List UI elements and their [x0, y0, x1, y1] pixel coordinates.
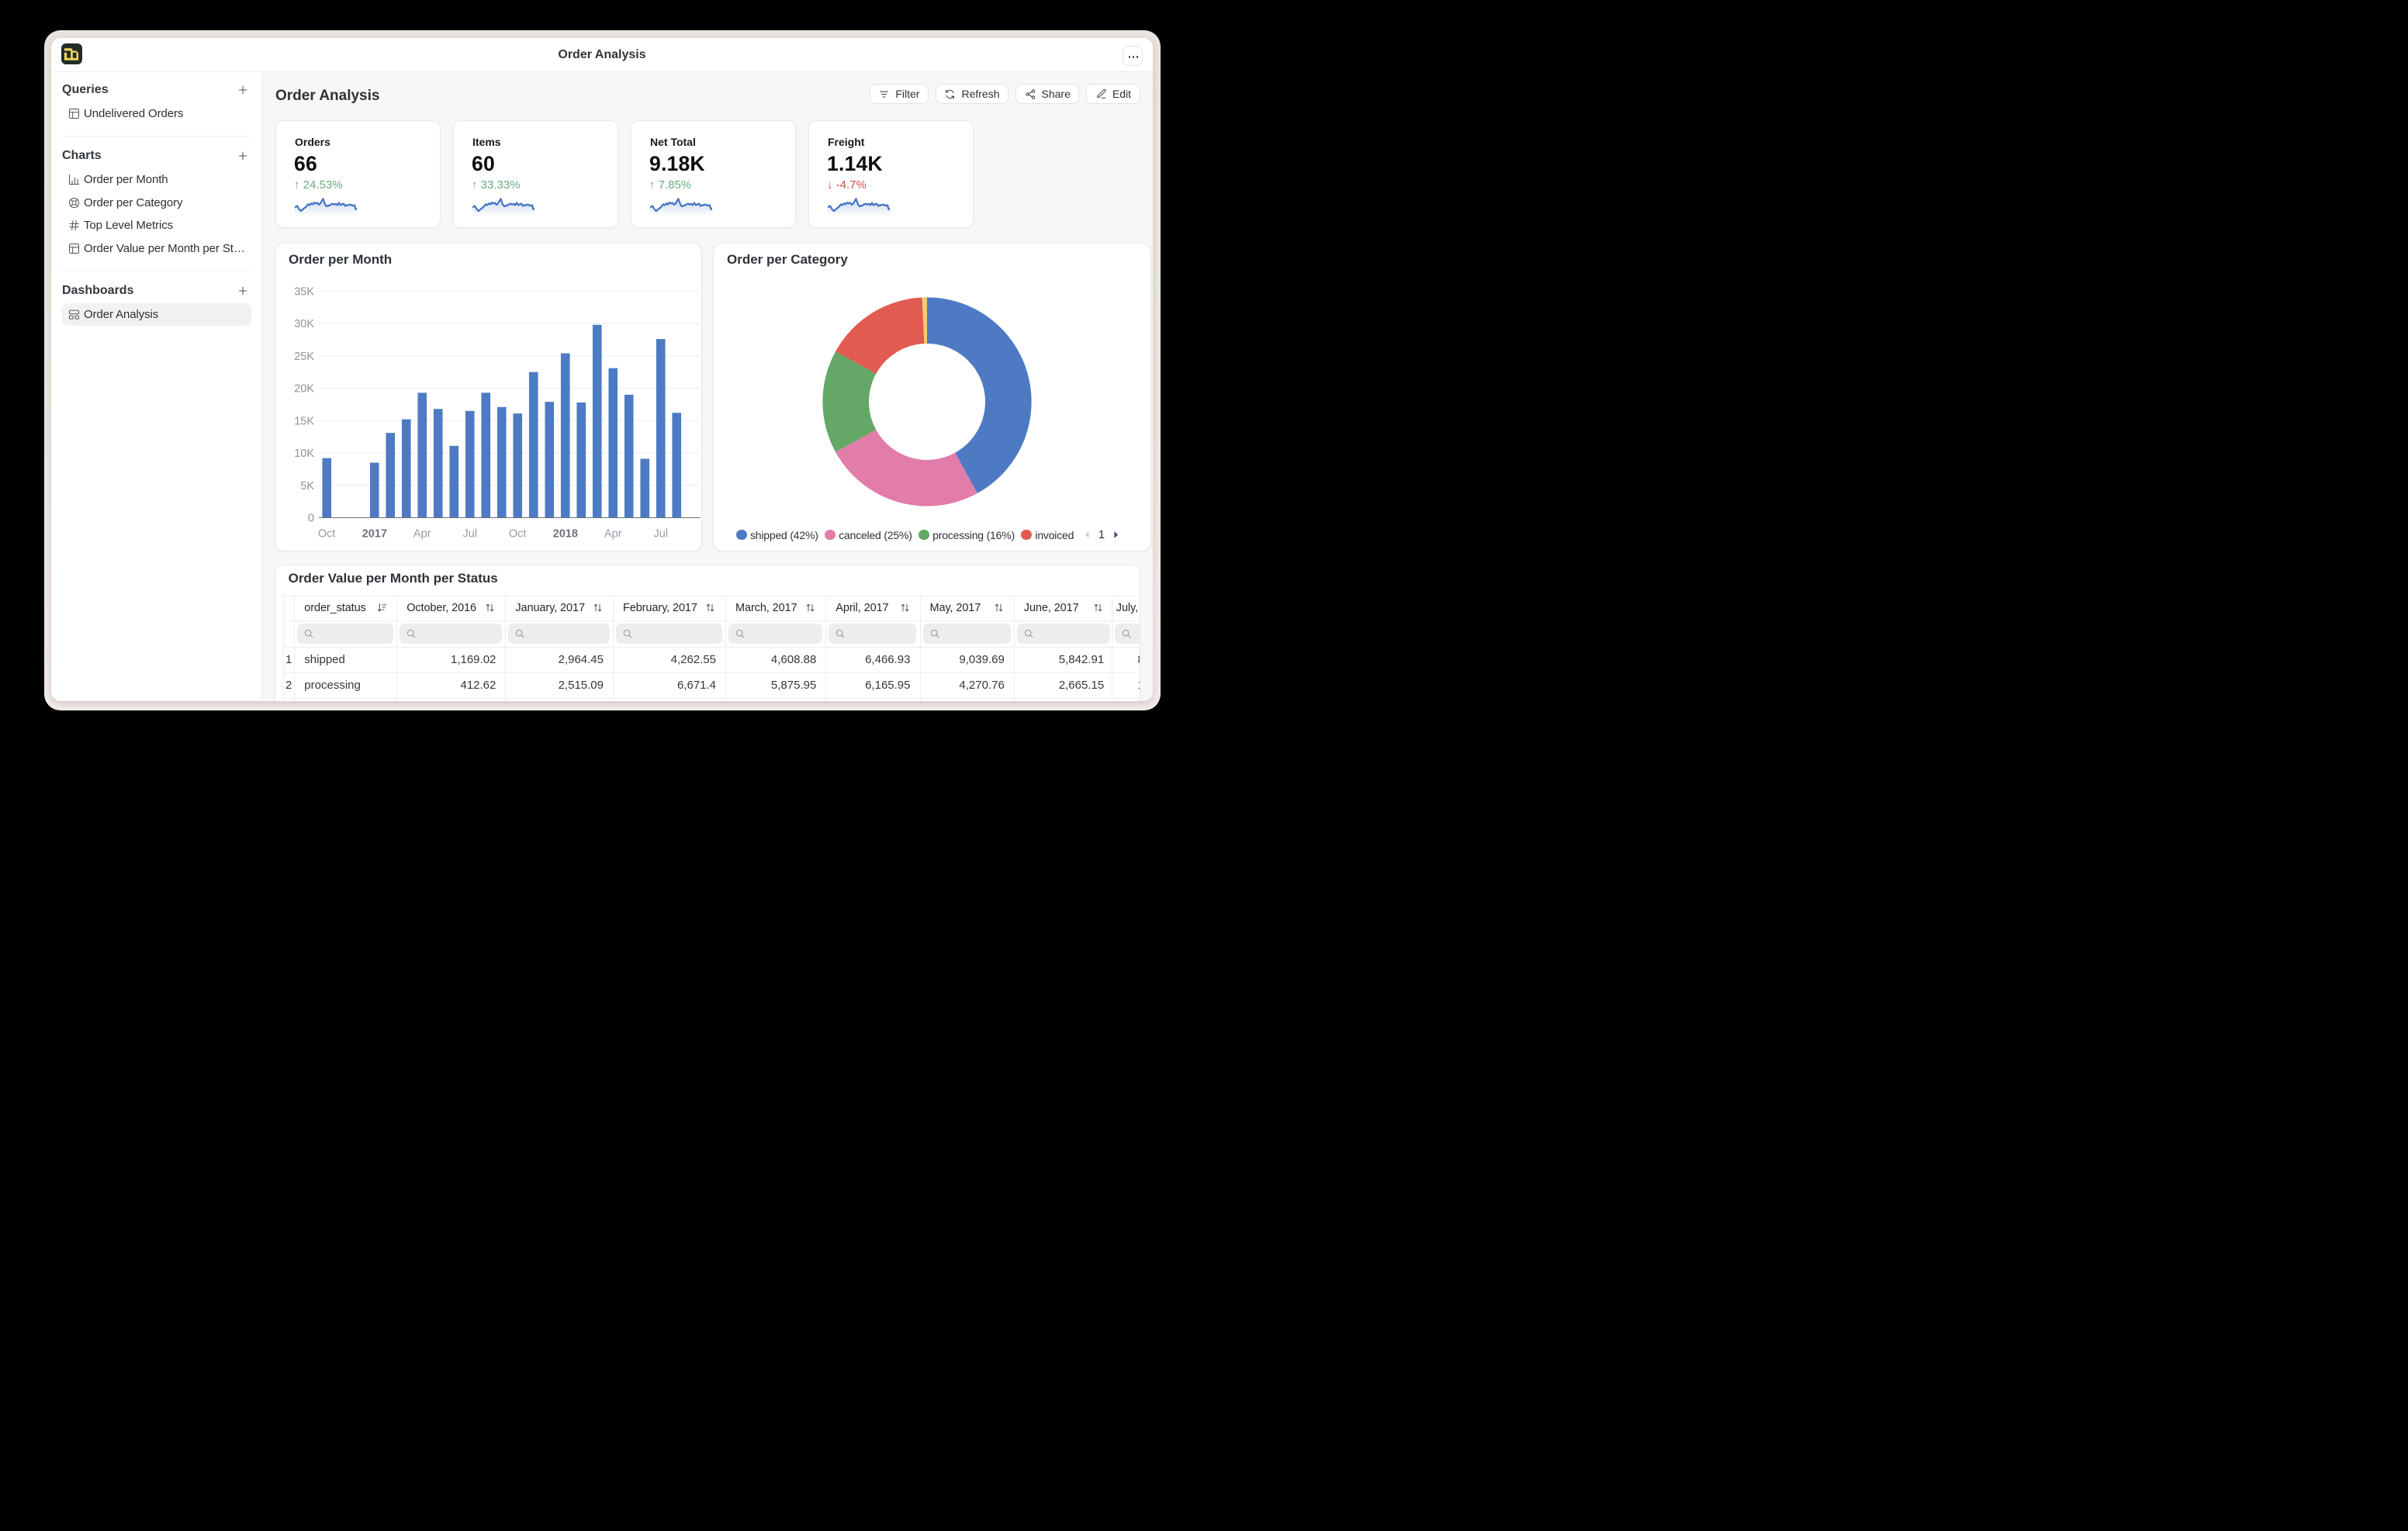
svg-text:Oct: Oct: [509, 528, 527, 541]
svg-text:Jul: Jul: [654, 528, 669, 541]
svg-text:2017: 2017: [362, 528, 387, 541]
svg-text:Apr: Apr: [604, 528, 622, 541]
svg-text:0: 0: [308, 513, 314, 525]
svg-text:20K: 20K: [294, 383, 314, 396]
svg-text:35K: 35K: [294, 285, 314, 298]
svg-text:5K: 5K: [300, 480, 314, 492]
svg-text:10K: 10K: [294, 448, 314, 460]
svg-text:2018: 2018: [553, 528, 578, 541]
svg-text:Apr: Apr: [413, 528, 431, 541]
svg-text:Oct: Oct: [318, 528, 336, 541]
svg-text:25K: 25K: [294, 351, 314, 363]
svg-text:15K: 15K: [294, 415, 314, 427]
svg-text:30K: 30K: [294, 318, 314, 330]
svg-text:Jul: Jul: [463, 528, 478, 541]
